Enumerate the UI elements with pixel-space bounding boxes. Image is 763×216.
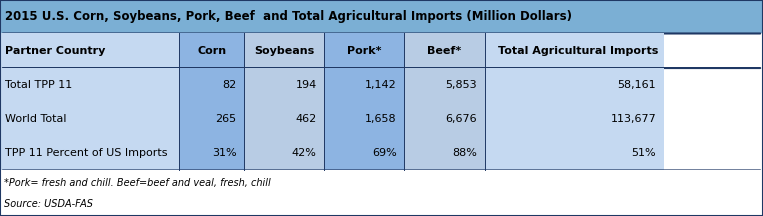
Text: Total TPP 11: Total TPP 11 bbox=[5, 80, 72, 90]
Bar bbox=[179, 102, 244, 136]
Bar bbox=[244, 136, 324, 170]
Bar bbox=[0, 170, 763, 216]
Bar bbox=[0, 0, 763, 33]
Bar bbox=[0, 136, 179, 170]
Bar bbox=[0, 33, 179, 68]
Bar bbox=[404, 68, 485, 102]
Text: 82: 82 bbox=[222, 80, 237, 90]
Bar bbox=[404, 136, 485, 170]
Text: 88%: 88% bbox=[452, 148, 477, 158]
Bar bbox=[179, 33, 244, 68]
Bar bbox=[244, 102, 324, 136]
Bar bbox=[485, 68, 664, 102]
Text: 462: 462 bbox=[295, 114, 317, 124]
Text: Corn: Corn bbox=[197, 46, 227, 56]
Bar bbox=[324, 68, 404, 102]
Bar bbox=[485, 102, 664, 136]
Text: 51%: 51% bbox=[632, 148, 656, 158]
Text: *Pork= fresh and chill. Beef=beef and veal, fresh, chill: *Pork= fresh and chill. Beef=beef and ve… bbox=[4, 178, 271, 188]
Bar bbox=[0, 102, 179, 136]
Text: 1,142: 1,142 bbox=[365, 80, 397, 90]
Text: Soybeans: Soybeans bbox=[254, 46, 314, 56]
Text: 113,677: 113,677 bbox=[610, 114, 656, 124]
Text: Pork*: Pork* bbox=[347, 46, 382, 56]
Bar bbox=[324, 136, 404, 170]
Bar bbox=[404, 33, 485, 68]
Bar bbox=[485, 33, 664, 68]
Text: 69%: 69% bbox=[372, 148, 397, 158]
Bar bbox=[244, 33, 324, 68]
Bar bbox=[324, 33, 404, 68]
Bar bbox=[244, 68, 324, 102]
Text: 194: 194 bbox=[295, 80, 317, 90]
Text: Partner Country: Partner Country bbox=[5, 46, 105, 56]
Text: 265: 265 bbox=[215, 114, 237, 124]
Text: TPP 11 Percent of US Imports: TPP 11 Percent of US Imports bbox=[5, 148, 167, 158]
Text: 5,853: 5,853 bbox=[446, 80, 477, 90]
Text: 42%: 42% bbox=[291, 148, 317, 158]
Text: Total Agricultural Imports: Total Agricultural Imports bbox=[498, 46, 658, 56]
Text: 1,658: 1,658 bbox=[365, 114, 397, 124]
Bar bbox=[485, 136, 664, 170]
Text: 31%: 31% bbox=[212, 148, 237, 158]
Text: World Total: World Total bbox=[5, 114, 66, 124]
Text: 6,676: 6,676 bbox=[446, 114, 477, 124]
Text: Beef*: Beef* bbox=[427, 46, 462, 56]
Text: 58,161: 58,161 bbox=[617, 80, 656, 90]
Bar bbox=[324, 102, 404, 136]
Text: 2015 U.S. Corn, Soybeans, Pork, Beef  and Total Agricultural Imports (Million Do: 2015 U.S. Corn, Soybeans, Pork, Beef and… bbox=[5, 10, 571, 23]
Bar bbox=[0, 68, 179, 102]
Bar bbox=[404, 102, 485, 136]
Bar bbox=[179, 136, 244, 170]
Text: Source: USDA-FAS: Source: USDA-FAS bbox=[4, 199, 93, 209]
Bar bbox=[179, 68, 244, 102]
